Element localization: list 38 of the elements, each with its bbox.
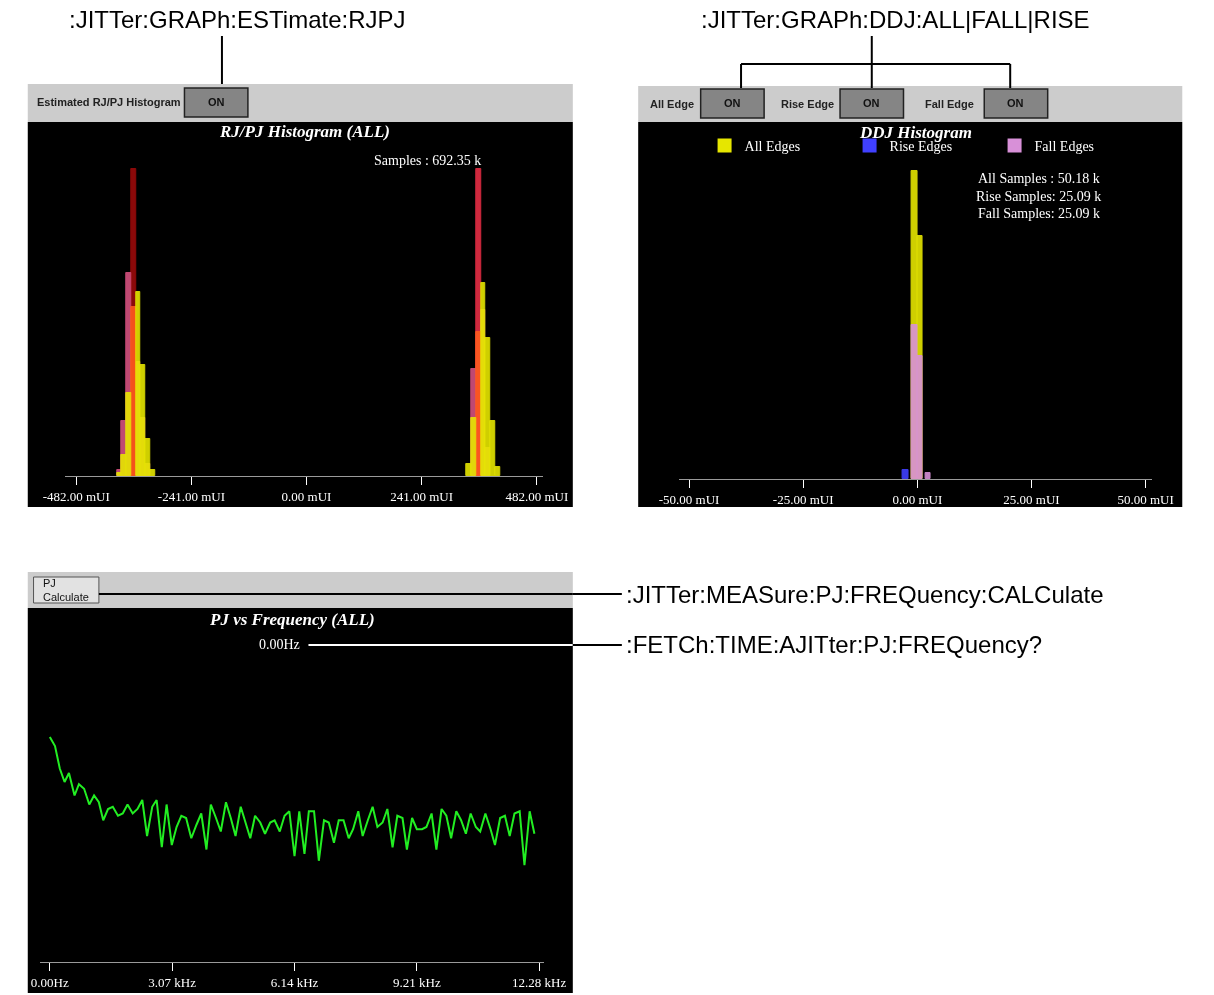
chart-title: DDJ Histogram (859, 123, 972, 142)
text: PJ Calculate (43, 577, 89, 604)
text: :JITTer:MEASure:PJ:FREQuency:CALCulate (626, 581, 1104, 608)
text: ON (1007, 97, 1024, 109)
text: ON (863, 97, 880, 109)
annotation: Rise Samples: 25.09 k (976, 189, 1102, 204)
x-tick-label: 25.00 mUI (1003, 491, 1060, 507)
text: Rise Edge (781, 98, 835, 110)
annotation: Fall Samples: 25.09 k (978, 206, 1101, 221)
x-tick-label: 50.00 mUI (1117, 491, 1174, 507)
x-tick-label: 0.00Hz (30, 974, 69, 990)
x-tick-label: 241.00 mUI (390, 488, 454, 504)
x-tick-label: 6.14 kHz (270, 974, 319, 990)
x-tick-label: 12.28 kHz (512, 974, 567, 990)
chart-title: PJ vs Frequency (ALL) (209, 610, 375, 629)
text: All Edge (650, 98, 695, 110)
chart-title: RJ/PJ Histogram (ALL) (219, 122, 390, 141)
x-tick-label: -241.00 mUI (157, 488, 225, 504)
x-tick-label: 0.00 mUI (892, 491, 943, 507)
text: ON (724, 97, 741, 109)
annotation: All Samples : 50.18 k (978, 171, 1100, 186)
x-tick-label: 9.21 kHz (393, 974, 441, 990)
x-tick-label: 0.00 mUI (281, 488, 332, 504)
text: ON (208, 96, 225, 108)
x-tick-label: -25.00 mUI (772, 491, 834, 507)
text: Fall Edge (925, 98, 974, 110)
x-tick-label: -50.00 mUI (658, 491, 720, 507)
text: :JITTer:GRAPh:ESTimate:RJPJ (69, 6, 406, 33)
legend-label: All Edges (744, 139, 801, 155)
x-tick-label: 3.07 kHz (148, 974, 197, 990)
text: :JITTer:GRAPh:DDJ:ALL|FALL|RISE (701, 6, 1090, 33)
legend-label: Fall Edges (1034, 139, 1095, 155)
x-tick-label: -482.00 mUI (42, 488, 110, 504)
text: Estimated RJ/PJ Histogram (37, 96, 181, 108)
text: 0.00Hz (259, 637, 300, 652)
text: Samples : 692.35 k (374, 153, 482, 168)
text: :FETCh:TIME:AJITter:PJ:FREQuency? (626, 631, 1043, 658)
x-tick-label: 482.00 mUI (505, 488, 569, 504)
